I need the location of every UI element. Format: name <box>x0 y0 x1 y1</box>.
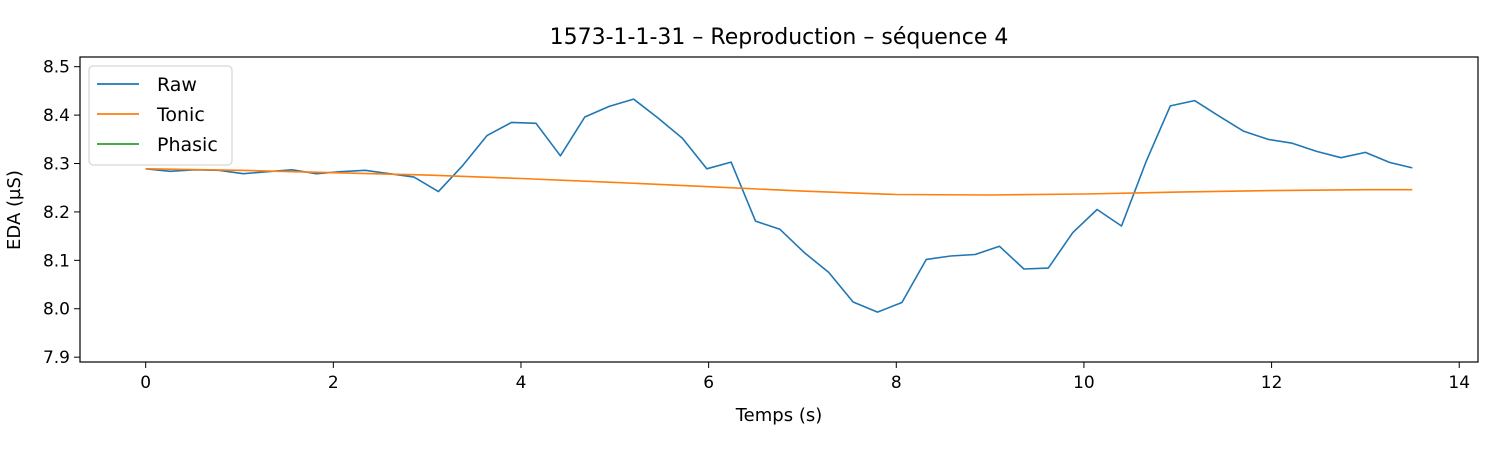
x-tick-label: 8 <box>891 373 902 393</box>
chart-title: 1573-1-1-31 – Reproduction – séquence 4 <box>550 25 1009 50</box>
x-tick-label: 14 <box>1448 373 1470 393</box>
y-tick-label: 8.4 <box>43 106 70 126</box>
x-tick-label: 0 <box>140 373 151 393</box>
legend-label-phasic: Phasic <box>157 134 218 156</box>
x-tick-label: 2 <box>328 373 339 393</box>
y-axis: 7.9 8.0 8.1 8.2 8.3 8.4 8.5 <box>43 58 80 368</box>
axes-frame <box>79 56 1479 363</box>
y-tick-label: 8.5 <box>43 58 70 78</box>
x-axis-label: Temps (s) <box>735 405 823 426</box>
x-tick-label: 6 <box>703 373 714 393</box>
y-tick-label: 7.9 <box>43 348 70 368</box>
series-line-raw <box>145 98 1413 313</box>
legend-box <box>88 65 233 166</box>
x-tick-label: 10 <box>1073 373 1095 393</box>
y-tick-label: 8.3 <box>43 155 70 175</box>
series-line-tonic <box>145 168 1413 196</box>
x-tick-label: 12 <box>1261 373 1283 393</box>
y-axis-label: EDA (µS) <box>4 170 25 250</box>
legend-label-raw: Raw <box>157 74 197 96</box>
x-tick-label: 4 <box>516 373 527 393</box>
plot-area <box>145 98 1413 313</box>
legend: Raw Tonic Phasic <box>88 65 233 166</box>
y-tick-label: 8.2 <box>43 203 70 223</box>
legend-label-tonic: Tonic <box>156 104 205 126</box>
x-axis: 0 2 4 6 8 10 12 14 <box>140 362 1470 393</box>
y-tick-label: 8.1 <box>43 251 70 271</box>
y-tick-label: 8.0 <box>43 300 70 320</box>
